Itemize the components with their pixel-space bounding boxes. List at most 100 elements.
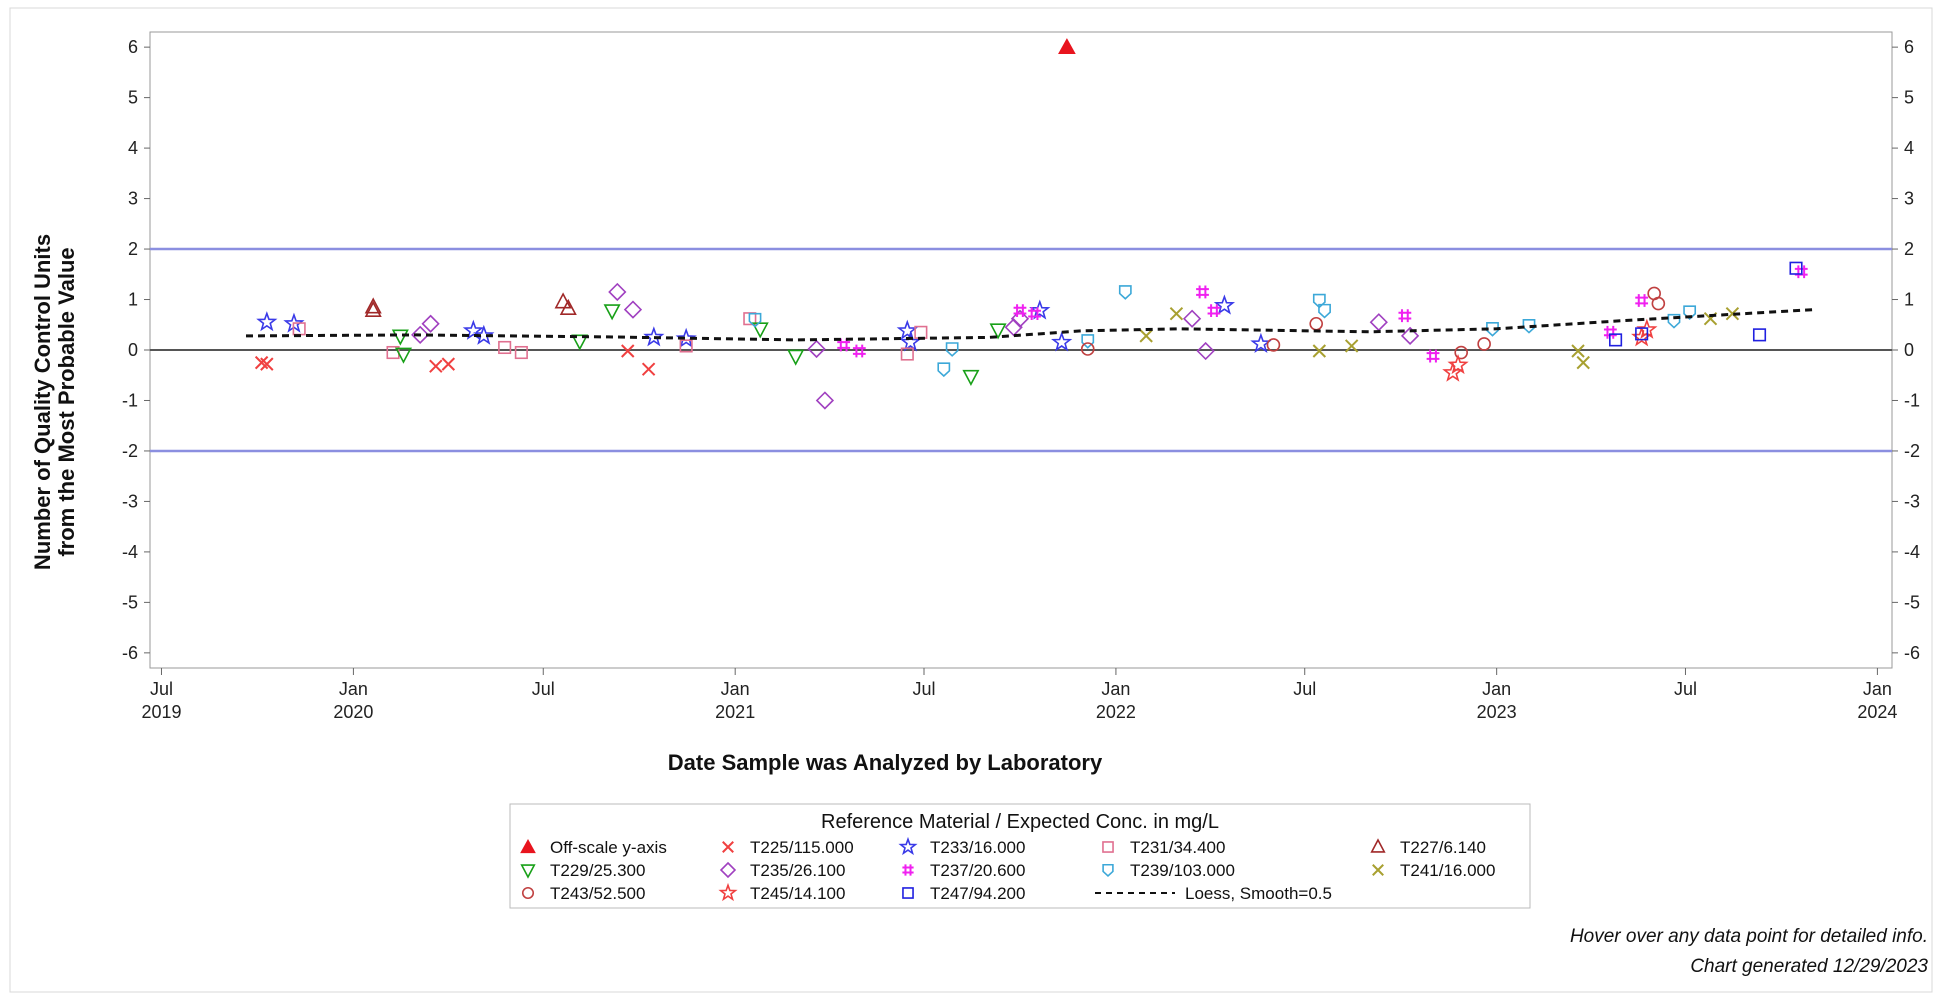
data-point[interactable] [1080, 342, 1095, 356]
data-point[interactable] [571, 334, 589, 351]
data-point[interactable] [1635, 327, 1649, 341]
data-point[interactable] [462, 319, 484, 340]
data-point[interactable] [837, 338, 851, 352]
data-point[interactable] [441, 357, 456, 371]
data-point[interactable] [364, 300, 382, 318]
data-point[interactable] [679, 339, 693, 353]
series [411, 282, 1420, 410]
data-point[interactable] [852, 344, 866, 358]
data-point[interactable] [1118, 285, 1132, 300]
data-point[interactable] [623, 300, 643, 319]
data-point[interactable] [1312, 344, 1327, 358]
data-point[interactable] [1169, 306, 1184, 321]
x-tick-label: Jan [1101, 679, 1130, 699]
data-point[interactable] [1789, 261, 1803, 275]
data-point[interactable] [473, 324, 495, 345]
data-point[interactable] [962, 369, 980, 386]
data-point[interactable] [391, 329, 409, 346]
square-marker [1609, 333, 1623, 347]
triangle-down-marker [603, 304, 621, 321]
shield-marker [945, 342, 959, 357]
data-point[interactable] [1004, 318, 1023, 337]
triangle-down-marker [394, 347, 413, 364]
data-point[interactable] [514, 345, 528, 360]
data-point[interactable] [559, 298, 577, 316]
data-point[interactable] [1250, 332, 1272, 353]
data-point[interactable] [603, 304, 621, 321]
star-marker [1051, 331, 1073, 352]
data-point[interactable] [608, 282, 627, 302]
x-tick-label: Jul [912, 679, 935, 699]
data-point[interactable] [945, 342, 959, 357]
data-point[interactable] [1081, 334, 1095, 349]
data-point[interactable] [1028, 307, 1041, 321]
data-point[interactable] [1344, 339, 1359, 353]
shield-marker [1081, 334, 1095, 349]
data-point[interactable] [899, 331, 922, 352]
data-point[interactable] [937, 362, 951, 378]
data-point[interactable] [643, 326, 665, 347]
data-point[interactable] [1794, 265, 1808, 279]
data-point[interactable] [260, 357, 274, 371]
data-point[interactable] [256, 311, 278, 332]
data-point[interactable] [1029, 299, 1051, 320]
legend-marker [722, 841, 734, 853]
data-point[interactable] [1266, 338, 1281, 352]
data-point[interactable] [815, 391, 835, 410]
data-point[interactable] [1683, 305, 1697, 321]
data-point[interactable] [1576, 355, 1590, 370]
data-point[interactable] [900, 347, 914, 361]
legend-marker [1372, 864, 1384, 876]
data-point[interactable] [1010, 309, 1030, 328]
data-point[interactable] [429, 359, 443, 373]
data-point[interactable] [394, 347, 413, 364]
data-point[interactable] [1058, 38, 1076, 55]
data-point[interactable] [554, 292, 572, 309]
data-point[interactable] [1426, 349, 1440, 363]
x-tick-label: Jan [721, 679, 750, 699]
data-point[interactable] [1603, 325, 1617, 339]
data-point[interactable] [1667, 313, 1681, 329]
data-point[interactable] [498, 340, 512, 355]
data-point[interactable] [621, 344, 635, 358]
data-point[interactable] [787, 349, 805, 366]
y-axis: -6 -5 -4 -3 -2 -1 0 1 2 3 4 5 6 [122, 37, 150, 663]
data-point[interactable] [364, 297, 382, 314]
asterisk-marker [852, 344, 866, 358]
x-tick-label: Jul [1293, 679, 1316, 699]
data-point[interactable] [1447, 353, 1469, 375]
data-point[interactable] [1207, 304, 1221, 318]
data-point[interactable] [1571, 344, 1585, 358]
data-point[interactable] [1196, 341, 1215, 361]
data-point[interactable] [896, 319, 918, 340]
x-tick-label: 2019 [141, 702, 181, 722]
data-point[interactable] [1196, 285, 1209, 299]
data-point[interactable] [1013, 304, 1027, 318]
data-point[interactable] [1752, 328, 1767, 342]
y-tick-label: 1 [128, 290, 138, 310]
data-point[interactable] [1182, 309, 1202, 328]
data-point[interactable] [1609, 333, 1623, 347]
asterisk-marker [1398, 309, 1412, 323]
data-point[interactable] [1454, 345, 1468, 360]
data-point[interactable] [989, 323, 1007, 340]
data-point[interactable] [1400, 326, 1420, 345]
data-point[interactable] [1477, 337, 1491, 351]
data-point[interactable] [807, 339, 826, 359]
data-point[interactable] [641, 362, 656, 376]
data-point[interactable] [1398, 309, 1412, 323]
data-point[interactable] [421, 314, 440, 333]
data-point[interactable] [1051, 331, 1073, 352]
x-marker [441, 357, 456, 371]
data-point[interactable] [1635, 294, 1649, 307]
series-layer[interactable] [245, 38, 1814, 410]
data-point[interactable] [675, 327, 697, 348]
data-point[interactable] [411, 325, 430, 344]
data-point[interactable] [1318, 303, 1331, 319]
data-point[interactable] [748, 312, 762, 328]
data-point[interactable] [1651, 296, 1666, 311]
data-point[interactable] [1213, 294, 1236, 315]
data-point[interactable] [1139, 329, 1153, 343]
data-point[interactable] [1725, 306, 1740, 321]
data-point[interactable] [751, 322, 769, 339]
